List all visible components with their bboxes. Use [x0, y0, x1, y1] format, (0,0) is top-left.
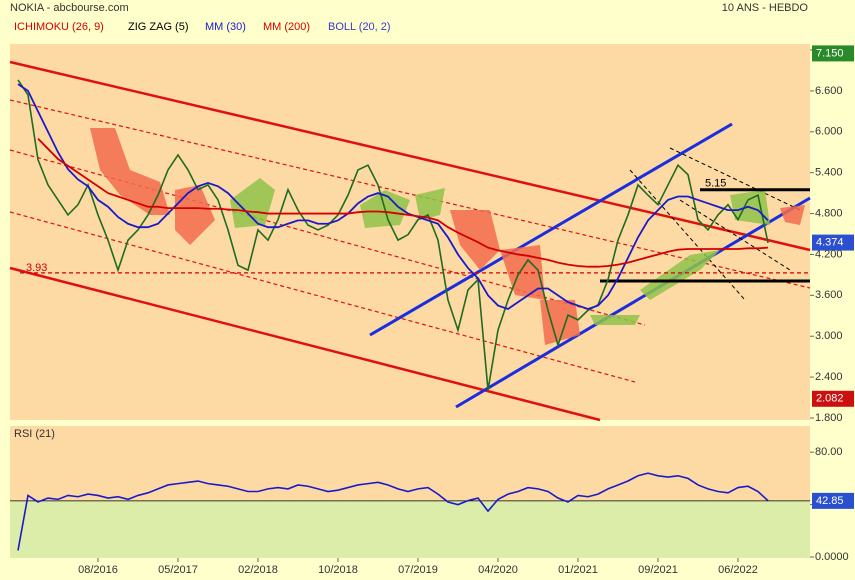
- cloud: [540, 300, 580, 345]
- cloud: [640, 250, 720, 300]
- series-line: [17, 79, 769, 391]
- trend-line: [369, 122, 733, 337]
- price-tag-label: 2.082: [816, 393, 844, 405]
- price-tag: [812, 492, 854, 509]
- trend-line: [9, 60, 811, 252]
- cloud: [415, 188, 445, 220]
- trend-line: [455, 196, 811, 409]
- trend-line: [629, 169, 746, 301]
- trend-line: [9, 211, 636, 383]
- annotation: 5.15: [705, 178, 726, 190]
- series-line: [17, 83, 769, 310]
- y-tick-label: 6.600: [815, 85, 843, 97]
- cloud: [175, 185, 215, 245]
- price-tag-label: 42.85: [816, 495, 844, 507]
- annotation: 3.93: [26, 262, 47, 274]
- price-tag: [812, 234, 854, 251]
- y-tick-label: 3.000: [815, 330, 843, 342]
- cloud: [500, 245, 545, 300]
- legend-item: MM (30): [205, 21, 246, 33]
- trend-line: [9, 99, 811, 289]
- x-tick-label: 02/2018: [238, 564, 278, 576]
- price-tag-label: 7.150: [816, 47, 844, 59]
- y-tick-label: 2.400: [815, 371, 843, 383]
- trend-line: [9, 266, 601, 422]
- legend-item: ICHIMOKU (26, 9): [14, 21, 104, 33]
- cloud: [90, 128, 170, 215]
- y-tick-label: 1.800: [815, 412, 843, 424]
- x-tick-label: 10/2018: [318, 564, 358, 576]
- chart-subtitle: 10 ANS - HEBDO: [722, 2, 809, 14]
- price-tag-label: 4.374: [816, 236, 844, 248]
- series-line: [37, 137, 769, 268]
- price-tag: [812, 390, 854, 407]
- legend-item: MM (200): [263, 21, 310, 33]
- x-tick-label: 09/2021: [638, 564, 678, 576]
- trend-line: [669, 147, 801, 211]
- x-tick-label: 06/2022: [718, 564, 758, 576]
- series-line: [17, 472, 769, 551]
- rsi-zone: [10, 500, 810, 558]
- x-tick-label: 05/2017: [158, 564, 198, 576]
- trend-line: [679, 199, 791, 271]
- x-tick-label: 08/2016: [78, 564, 118, 576]
- rsi-title: RSI (21): [14, 428, 55, 440]
- y-tick-label: 3.600: [815, 289, 843, 301]
- price-tag: [812, 45, 854, 62]
- y-tick-label: 80.00: [815, 446, 843, 458]
- y-tick-label: 0.0000: [815, 551, 849, 563]
- cloud: [780, 205, 805, 225]
- y-tick-label: 5.400: [815, 167, 843, 179]
- y-tick-label: 4.800: [815, 207, 843, 219]
- x-tick-label: 01/2021: [558, 564, 598, 576]
- chart-title: NOKIA - abcbourse.com: [10, 2, 129, 14]
- legend-item: ZIG ZAG (5): [128, 21, 189, 33]
- y-tick-label: 4.200: [815, 248, 843, 260]
- legend-item: BOLL (20, 2): [328, 21, 391, 33]
- x-tick-label: 04/2020: [478, 564, 518, 576]
- cloud: [590, 315, 640, 325]
- channels: [9, 60, 811, 422]
- y-tick-label: 6.000: [815, 126, 843, 138]
- cloud: [230, 178, 275, 228]
- x-tick-label: 07/2019: [398, 564, 438, 576]
